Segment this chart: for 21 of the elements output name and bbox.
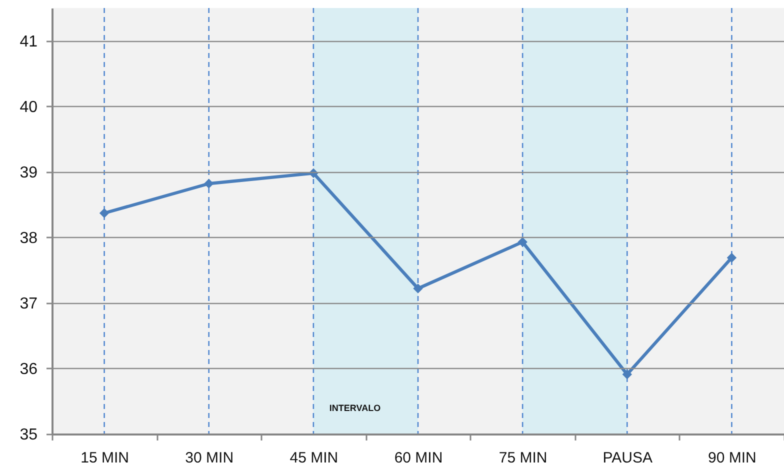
y-tick-label: 41 [20,33,38,50]
x-tick-label: 15 MIN [80,450,129,466]
y-tick-label: 36 [20,360,38,378]
band-label: INTERVALO [329,403,381,413]
x-tick-label: 75 MIN [498,450,548,466]
x-tick-label: 90 MIN [708,450,756,466]
y-tick-label: 40 [20,98,38,116]
y-tick-label: 39 [20,164,38,182]
point [99,208,110,218]
point [518,237,528,247]
y-tick-label: 35 [20,426,38,444]
x-tick-label: 30 MIN [185,450,234,466]
x-tick-label: 45 MIN [290,450,338,466]
point [726,252,737,263]
point [622,369,632,380]
y-tick-label: 38 [20,230,38,247]
x-tick-label: PAUSA [602,450,653,466]
point [413,284,423,294]
y-tick-label: 37 [20,295,38,312]
point [204,178,214,189]
x-tick-label: 60 MIN [394,450,443,466]
